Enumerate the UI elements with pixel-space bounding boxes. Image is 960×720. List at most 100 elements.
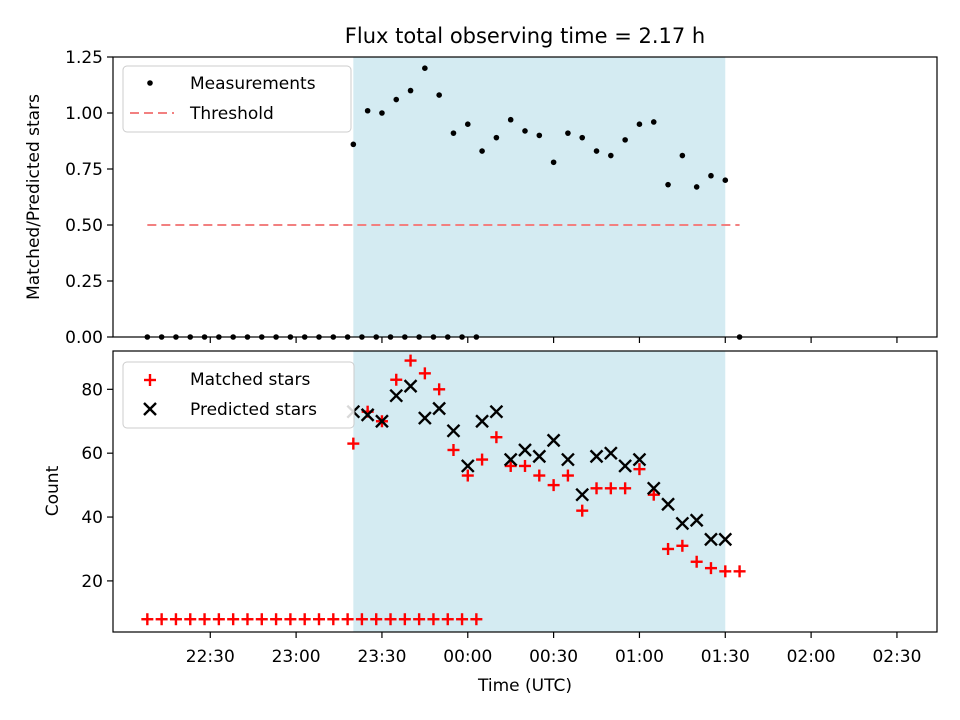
matched-star-point — [704, 562, 717, 575]
predicted-star-point — [475, 414, 489, 429]
measurement-point — [722, 177, 729, 183]
matched-star-point — [384, 613, 397, 626]
x-tick-label: 00:00 — [443, 647, 492, 667]
matched-star-point — [547, 479, 560, 492]
measurement-point — [436, 92, 442, 98]
top-y-tick-label: 0.75 — [65, 160, 103, 180]
matched-star-point — [255, 613, 268, 626]
matched-star-point — [504, 459, 517, 472]
measurement-point — [407, 87, 414, 94]
top-y-axis-label: Matched/Predicted stars — [24, 94, 44, 300]
predicted-star-point — [432, 401, 447, 416]
measurement-point — [464, 121, 471, 127]
predicted-star-point — [632, 452, 647, 467]
top-x-ticks — [209, 337, 898, 343]
measurement-point — [665, 181, 671, 188]
predicted-star-point — [418, 411, 432, 425]
predicted-star-point — [360, 408, 375, 422]
matched-star-point — [347, 437, 360, 450]
top-y-tick-label: 0.50 — [65, 216, 103, 236]
predicted-star-point — [489, 404, 504, 419]
matched-star-point — [490, 431, 503, 444]
predicted-star-point — [575, 487, 590, 502]
x-tick-label: 23:30 — [357, 647, 406, 667]
bottom-x-axis: 22:30 23:00 23:30 00:00 00:30 01:00 01:30 02:00… — [186, 632, 921, 667]
measurement-point — [565, 130, 571, 136]
matched-star-point — [690, 555, 703, 568]
predicted-star-point — [532, 449, 547, 464]
matched-star-point — [341, 613, 354, 626]
measurement-point — [650, 119, 657, 125]
x-axis-label: Time (UTC) — [477, 676, 572, 696]
predicted-star-point — [503, 452, 518, 467]
top-shaded-region — [353, 57, 726, 337]
matched-star-point — [198, 613, 211, 626]
matched-star-point — [313, 613, 325, 626]
predicted-star-point — [603, 446, 618, 461]
matched-star-point — [676, 539, 689, 552]
matched-star-point — [733, 565, 746, 578]
legend-predicted-label: Predicted stars — [190, 400, 317, 420]
predicted-star-point — [546, 433, 561, 448]
measurement-point — [593, 148, 600, 154]
matched-star-point — [590, 482, 603, 495]
bottom-panel: 20 40 60 80 22:30 23:00 23:30 00:00 00:30 01:00 0… — [43, 350, 938, 696]
measurement-point — [693, 184, 700, 190]
top-axes-frame — [112, 56, 938, 338]
measurement-point — [450, 130, 457, 136]
matched-star-point — [441, 613, 454, 626]
measurement-point — [522, 128, 528, 134]
bottom-y-axis-label: Count — [43, 465, 63, 516]
predicted-star-point — [460, 459, 475, 473]
top-y-tick-label: 1.00 — [65, 104, 103, 124]
predicted-star-point — [718, 532, 733, 547]
top-y-axis: 0.00 0.25 0.50 0.75 1.00 1.25 — [65, 48, 113, 348]
matched-star-point — [141, 613, 154, 626]
bottom-axes-frame — [112, 350, 938, 633]
legend-matched-label: Matched stars — [190, 370, 310, 390]
matched-star-point — [533, 469, 546, 482]
bottom-matched-points — [141, 354, 746, 626]
matched-star-point — [390, 373, 403, 386]
matched-star-point — [461, 469, 474, 482]
predicted-star-point — [589, 449, 604, 464]
top-panel: 0.00 0.25 0.50 0.75 1.00 1.25 Matched/Predict… — [24, 48, 938, 348]
matched-star-point — [241, 613, 254, 626]
x-tick-label: 22:30 — [186, 647, 235, 667]
matched-star-point — [184, 613, 197, 626]
measurement-point — [350, 141, 357, 148]
bottom-legend: Matched stars Predicted stars — [122, 361, 355, 429]
legend-predicted-marker — [143, 402, 157, 416]
matched-star-point — [519, 459, 531, 472]
matched-star-point — [270, 613, 283, 626]
top-legend-box — [122, 65, 352, 133]
predicted-star-point — [389, 388, 404, 403]
predicted-star-point — [675, 516, 690, 531]
predicted-star-point — [403, 379, 418, 393]
measurement-point — [579, 134, 586, 141]
measurement-point — [364, 107, 371, 114]
matched-star-point — [169, 613, 182, 626]
measurement-point — [708, 172, 714, 179]
matched-star-point — [413, 613, 426, 626]
top-y-tick-label: 1.25 — [65, 48, 103, 68]
bottom-shaded-region — [353, 351, 726, 632]
measurement-point — [422, 65, 428, 71]
legend-measurements-marker — [147, 80, 153, 86]
measurement-point — [479, 148, 485, 154]
legend-measurements-label: Measurements — [190, 74, 316, 94]
predicted-star-point — [689, 513, 704, 528]
x-tick-label: 01:00 — [615, 647, 664, 667]
measurement-point — [622, 137, 628, 143]
predicted-star-point — [561, 452, 575, 467]
measurement-point — [536, 132, 543, 139]
matched-star-point — [561, 469, 574, 482]
top-legend: Measurements Threshold — [122, 65, 352, 133]
measurement-point — [608, 152, 614, 159]
matched-star-point — [647, 488, 660, 501]
bottom-y-tick-label: 60 — [81, 444, 103, 464]
predicted-star-point — [518, 443, 532, 457]
predicted-star-point — [375, 414, 389, 429]
x-tick-label: 01:30 — [701, 647, 750, 667]
